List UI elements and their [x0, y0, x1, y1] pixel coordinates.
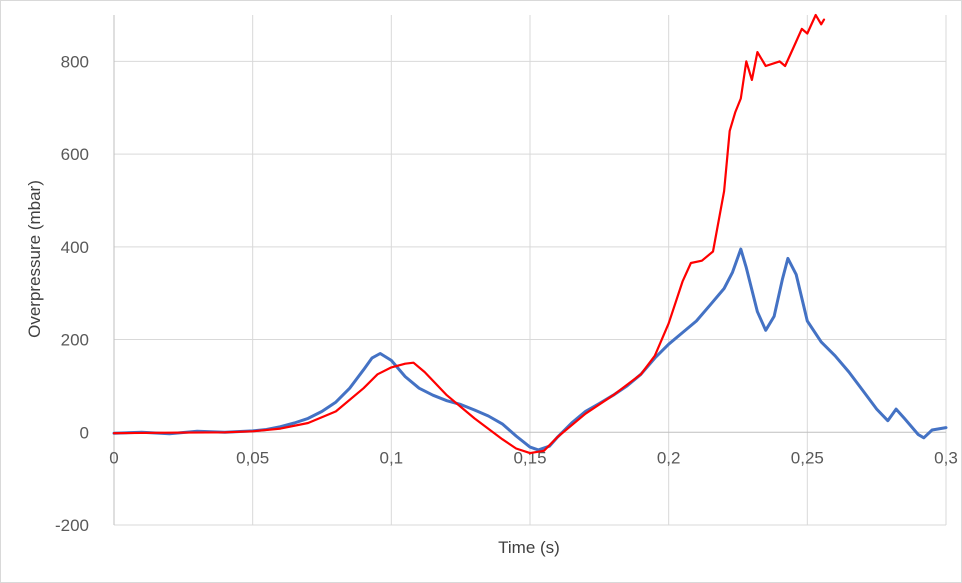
series-lines — [112, 13, 948, 455]
series-line-2 — [112, 13, 826, 455]
x-tick-label: 0,3 — [934, 448, 958, 467]
y-tick-label: 600 — [61, 145, 89, 164]
x-tick-label: 0,15 — [513, 448, 546, 467]
x-tick-label: 0,1 — [380, 448, 404, 467]
x-tick-label: 0 — [109, 448, 118, 467]
y-tick-label: 800 — [61, 52, 89, 71]
y-tick-label: -200 — [55, 516, 89, 535]
tick-labels: -200 0 200 400 600 800 0 0,05 0,1 0,15 0,2 0,25 0,3 — [55, 52, 958, 535]
x-tick-label: 0,2 — [657, 448, 681, 467]
y-tick-label: 0 — [80, 423, 89, 442]
y-axis-title: Overpressure (mbar) — [25, 180, 44, 338]
series-line-1 — [112, 247, 948, 452]
y-tick-label: 400 — [61, 238, 89, 257]
y-tick-label: 200 — [61, 331, 89, 350]
x-axis-title: Time (s) — [498, 538, 560, 557]
gridlines — [114, 15, 947, 526]
x-tick-label: 0,25 — [791, 448, 824, 467]
x-tick-label: 0,05 — [236, 448, 269, 467]
